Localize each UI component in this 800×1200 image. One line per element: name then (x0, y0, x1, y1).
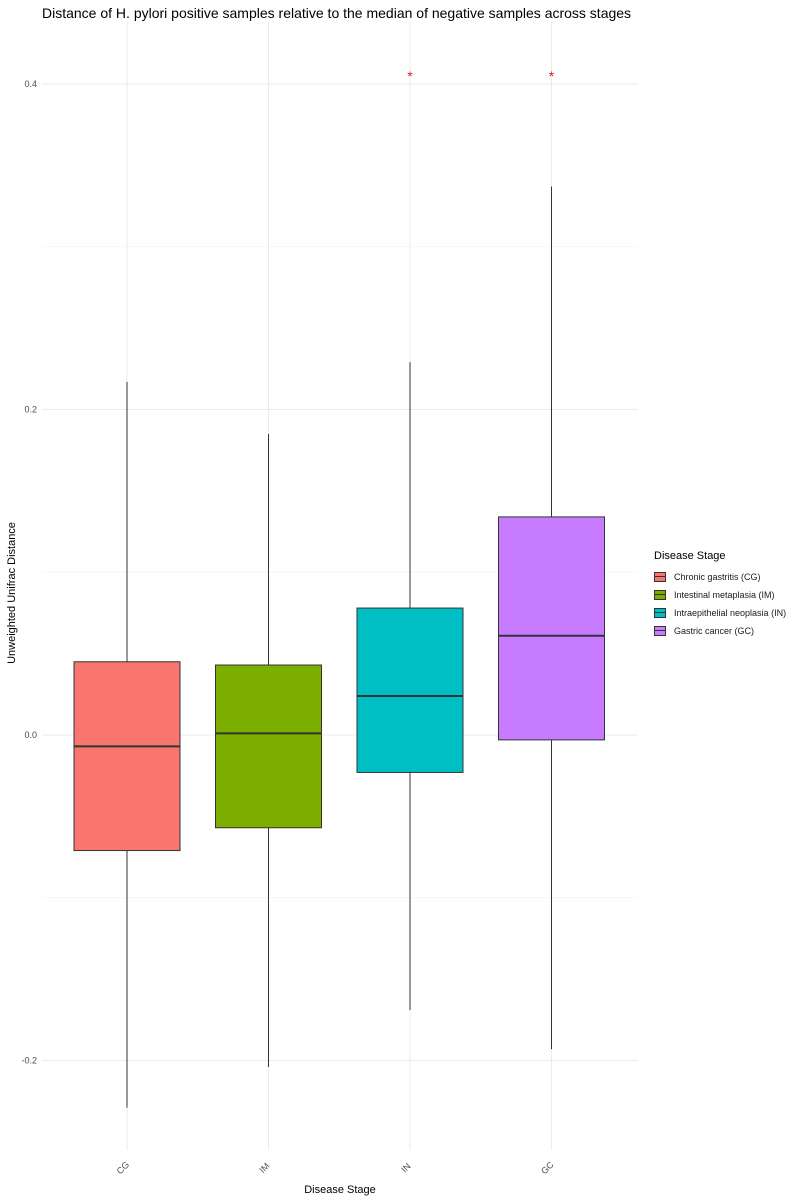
x-axis-title: Disease Stage (304, 1184, 376, 1196)
box-im (215, 664, 322, 829)
x-tick-label: IN (399, 1161, 412, 1174)
chart-title: Distance of H. pylori positive samples r… (42, 5, 632, 21)
y-axis-title: Unweighted Unifrac Distance (6, 522, 18, 664)
legend-key (654, 626, 666, 636)
legend: Disease Stage Chronic gastritis (CG) Inte… (654, 550, 786, 640)
box-in (356, 607, 464, 773)
x-tick-label: CG (115, 1160, 132, 1177)
y-tick-label: 0.4 (24, 79, 37, 89)
x-tick-label: IM (257, 1161, 271, 1175)
significance-marker: * (549, 68, 555, 84)
box-cg (73, 661, 181, 852)
legend-key (654, 608, 666, 618)
legend-label: Gastric cancer (GC) (674, 626, 755, 636)
x-tick-label: GC (539, 1159, 556, 1176)
y-tick-label: 0.2 (24, 405, 37, 415)
legend-title: Disease Stage (654, 550, 726, 562)
legend-key (654, 590, 666, 600)
legend-label: Intestinal metaplasia (IM) (674, 590, 775, 600)
legend-label: Chronic gastritis (CG) (674, 572, 761, 582)
legend-label: Intraepithelial neoplasia (IN) (674, 608, 787, 618)
legend-key (654, 572, 666, 582)
legend-item: Intestinal metaplasia (IM) (654, 586, 786, 604)
box-gc (498, 516, 605, 741)
y-tick-label: -0.2 (21, 1056, 37, 1066)
significance-marker: * (407, 68, 413, 84)
y-tick-label: 0.0 (24, 730, 37, 740)
legend-item: Chronic gastritis (CG) (654, 568, 786, 586)
legend-item: Intraepithelial neoplasia (IN) (654, 604, 786, 622)
legend-item: Gastric cancer (GC) (654, 622, 786, 640)
